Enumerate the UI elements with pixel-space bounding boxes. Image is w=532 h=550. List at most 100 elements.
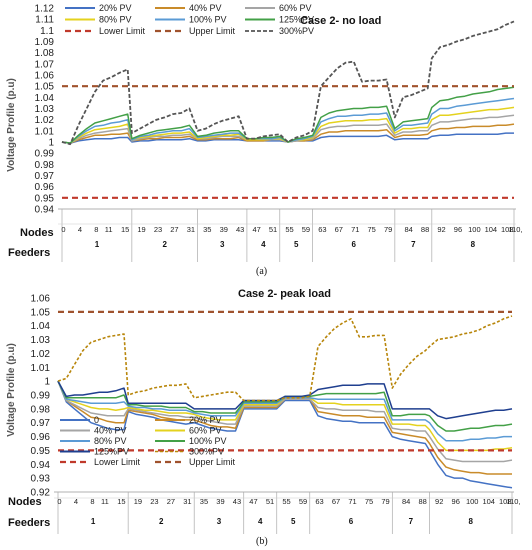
- feeder-label: 2: [163, 240, 168, 249]
- x-tick-label: 15: [117, 497, 125, 506]
- x-tick-label: 59: [299, 497, 307, 506]
- feeder-label: 6: [352, 240, 357, 249]
- y-tick-label: 1.1: [40, 26, 54, 37]
- legend: 20% PV 40% PV 60% PV 80% PV 100% PV 125%PV Low…: [65, 3, 314, 36]
- x-tick-label: 47: [249, 497, 257, 506]
- x-tick-label: 75: [368, 225, 376, 234]
- y-tick-label: 0.93: [31, 474, 51, 485]
- y-tick-label: 1.03: [35, 104, 55, 115]
- x-tick-label: 39: [220, 225, 228, 234]
- feeder-label: 2: [159, 517, 164, 526]
- series-line: [61, 20, 515, 146]
- x-tick-label: 108: [501, 225, 514, 234]
- nodes-row-label: Nodes: [20, 227, 54, 239]
- y-tick-label: 0.98: [31, 404, 51, 415]
- x-tick-label: 92: [435, 497, 443, 506]
- chart-no-load: Case 2- no load Voltage Profile (p.u) No…: [6, 3, 523, 277]
- y-tick-label: 1.03: [31, 335, 51, 346]
- legend-label: 300%PV: [189, 447, 224, 457]
- y-axis-label: Voltage Profile (p.u): [6, 343, 17, 437]
- x-tick-label: 67: [332, 497, 340, 506]
- legend-label: 100% PV: [189, 15, 227, 25]
- series-line: [57, 380, 512, 442]
- y-tick-label: 0.94: [35, 205, 55, 216]
- x-tick-label: 108: [499, 497, 512, 506]
- y-tick-label: 1.05: [35, 82, 55, 93]
- feeders-row-label: Feeders: [8, 247, 50, 259]
- legend-label: 20% PV: [189, 415, 222, 425]
- feeder-label: 7: [409, 517, 414, 526]
- legend-label: 60% PV: [189, 426, 222, 436]
- x-tick-label: 51: [269, 225, 277, 234]
- y-tick-label: 1.11: [35, 15, 54, 26]
- legend-label: 0: [94, 415, 99, 425]
- x-tick-label: 63: [315, 497, 323, 506]
- legend-label: 125%PV: [279, 15, 314, 25]
- chart-peak-load: Case 2- peak load Voltage Profile (p.u) …: [6, 288, 521, 547]
- x-tick-label: 23: [154, 225, 162, 234]
- x-tick-label: 67: [335, 225, 343, 234]
- x-tick-label: 8: [90, 497, 94, 506]
- legend-label: 80% PV: [94, 436, 127, 446]
- legend-label: 60% PV: [279, 3, 312, 13]
- feeder-label: 6: [349, 517, 354, 526]
- y-tick-label: 0.96: [31, 432, 51, 443]
- series-line: [57, 380, 513, 463]
- y-tick-label: 0.96: [35, 182, 55, 193]
- y-tick-label: 1.04: [31, 321, 51, 332]
- chart-title: Case 2- no load: [300, 15, 381, 27]
- y-tick-label: 0.95: [35, 193, 55, 204]
- y-tick-label: 0.99: [31, 391, 51, 402]
- series-line: [61, 86, 515, 144]
- series-line: [57, 380, 513, 489]
- series-line: [57, 380, 513, 420]
- x-tick-label: 100: [468, 225, 481, 234]
- x-tick-label: 31: [187, 225, 195, 234]
- legend-label: 300%PV: [279, 26, 314, 36]
- x-tick-label: 88: [421, 225, 429, 234]
- y-tick-label: 1.12: [35, 4, 55, 15]
- y-tick-label: 0.97: [31, 418, 51, 429]
- y-tick-label: 0.97: [35, 171, 55, 182]
- legend-label: 40% PV: [94, 426, 127, 436]
- x-tick-label: 88: [419, 497, 427, 506]
- plot-area: 0.940.950.960.970.980.9911.011.021.031.0…: [35, 4, 523, 262]
- x-tick-label: 8: [94, 225, 98, 234]
- y-tick-label: 1.06: [35, 71, 55, 82]
- legend-label: 40% PV: [189, 3, 222, 13]
- x-tick-label: 110,: [508, 225, 522, 234]
- feeder-label: 8: [469, 517, 474, 526]
- x-tick-label: 15: [121, 225, 129, 234]
- y-tick-label: 1.06: [31, 294, 51, 305]
- legend-label: 125%PV: [94, 447, 129, 457]
- x-tick-label: 47: [252, 225, 260, 234]
- figure-caption: (a): [256, 266, 267, 277]
- x-tick-label: 35: [203, 225, 211, 234]
- x-tick-label: 63: [318, 225, 326, 234]
- x-tick-label: 19: [134, 497, 142, 506]
- feeders-row-label: Feeders: [8, 517, 50, 529]
- legend: 0 20% PV 40% PV 60% PV 80% PV 100% PV 125%PV 30…: [60, 415, 236, 467]
- y-tick-label: 1.08: [35, 48, 55, 59]
- x-tick-label: 71: [351, 225, 359, 234]
- y-axis-label: Voltage Profile (p.u): [6, 78, 17, 172]
- feeder-label: 4: [258, 517, 263, 526]
- y-tick-label: 1.02: [35, 115, 55, 126]
- x-tick-label: 92: [437, 225, 445, 234]
- x-tick-label: 110,: [506, 497, 520, 506]
- plot-area: 0.92 0.93 0.94 0.95 0.96 0.97 0.98 0.99 1 1.01 1.0…: [31, 294, 521, 534]
- x-tick-label: 59: [302, 225, 310, 234]
- legend-label: Lower Limit: [94, 457, 141, 467]
- x-tick-label: 11: [105, 225, 113, 234]
- legend-label: 100% PV: [189, 436, 227, 446]
- legend-label: Upper Limit: [189, 26, 236, 36]
- y-tick-label: 0.92: [31, 488, 51, 499]
- y-tick-label: 1.09: [35, 37, 55, 48]
- y-tick-label: 1.01: [35, 126, 55, 137]
- x-tick-label: 75: [365, 497, 373, 506]
- y-tick-label: 1.05: [31, 307, 51, 318]
- x-tick-label: 0: [57, 497, 61, 506]
- y-tick-label: 1: [44, 377, 50, 388]
- feeder-label: 5: [291, 517, 296, 526]
